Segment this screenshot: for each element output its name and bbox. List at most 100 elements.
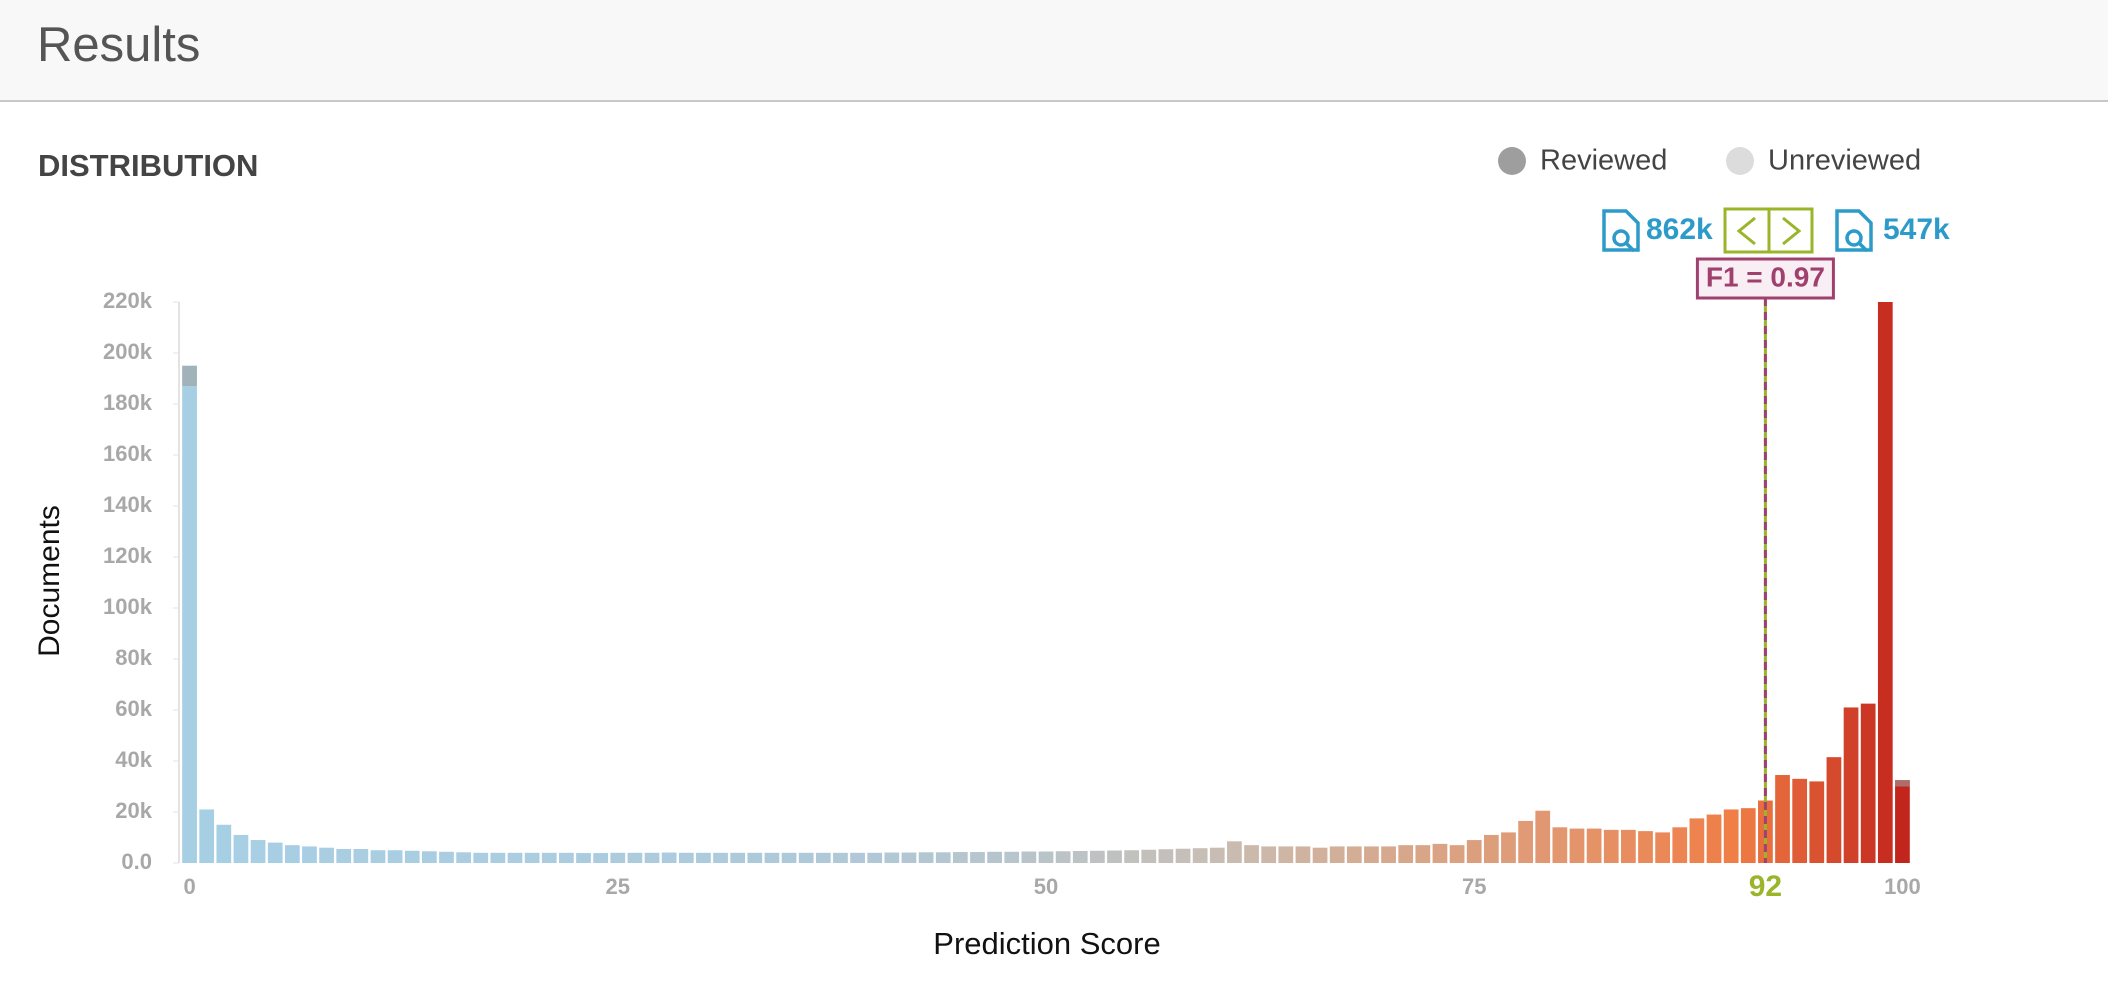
step-right-button[interactable] [1767,207,1814,254]
bar-segment [1312,847,1328,863]
bar-segment [1432,843,1448,863]
bar-segment [1107,850,1122,863]
bar-segment [952,852,968,863]
doc-search-icon[interactable] [1602,209,1640,253]
bar-segment [1021,851,1037,863]
y-tick-label: 120k [103,543,153,568]
bar-segment [610,852,626,863]
bar-segment [1158,849,1174,863]
bar-segment [1672,827,1688,863]
bar-segment [1775,775,1790,863]
bar-segment [1689,818,1705,863]
bar-segment [1723,809,1739,863]
x-axis-label: Prediction Score [933,926,1160,961]
bar-segment [833,852,848,863]
bar-segment [490,852,506,863]
header-bar [0,0,2108,101]
legend-swatch [1498,147,1526,175]
bar-segment [302,846,317,863]
bar-segment [1552,827,1568,863]
reviewed-shade [1895,780,1910,787]
bar-segment [559,852,574,863]
bar-segment [678,852,694,863]
bar-segment [747,852,763,863]
bar-segment [216,824,232,863]
bar-segment [1466,840,1482,863]
doc-outline [1835,209,1873,252]
metric-label: F1 = 0.97 [1706,261,1825,292]
bar-segment [1038,851,1054,863]
bar-segment [1329,846,1345,863]
bar-segment [1449,845,1465,863]
bar-segment [1072,851,1088,863]
bar-segment [696,852,711,863]
bar-segment [1569,828,1585,863]
bar-segment [798,852,814,863]
bar-segment [1706,814,1722,863]
bar-segment [284,845,300,863]
bar-segment [884,852,900,863]
reviewed-shade [182,365,197,387]
bar-segment [1809,781,1825,863]
step-left-button[interactable] [1723,207,1771,254]
bar-segment [541,852,557,863]
legend-swatch [1726,147,1754,175]
threshold-stepper [1723,207,1814,254]
bar-segment [987,851,1002,863]
bar-segment [1192,848,1208,863]
bar-segment [764,852,780,863]
y-tick-label: 220k [103,288,153,313]
bar-segment [1603,829,1619,863]
bar-segment [1141,849,1157,863]
magnifier-handle [1857,241,1869,253]
above-count[interactable]: 547k [1883,213,1950,246]
bar-segment [970,852,985,863]
y-tick-label: 40k [115,747,152,772]
bar-segment [850,852,865,863]
plot: 0.0 20k 40k 60k 80k 100k 120k 140k 160k 180k 200k 2… [103,257,1921,903]
doc-search-icon[interactable] [1835,209,1873,253]
bar-segment [781,852,797,863]
bar-segment [713,852,728,863]
bar-segment [1826,757,1842,863]
bar-segment [576,853,591,863]
bar-segment [404,850,420,863]
bar-segment [233,834,249,863]
bar-segment [1090,850,1105,863]
y-tick-label: 180k [103,390,153,415]
x-tick-label: 100 [1884,874,1921,899]
bar-segment [319,847,334,863]
bar-segment [1124,850,1140,863]
below-count[interactable]: 862k [1646,213,1713,246]
y-tick-label: 60k [115,696,152,721]
bar-segment [644,852,660,863]
bar-segment [353,848,369,863]
bar-segment [867,852,883,863]
bar-segment [1346,846,1362,863]
bar-segment [336,848,352,863]
bar-segment [1175,848,1191,863]
bar-segment [730,852,746,863]
magnifier-handle [1624,241,1636,253]
doc-outline [1602,209,1640,252]
bar-segment [422,851,437,863]
bar-segment [1055,851,1071,863]
bar-segment [1586,828,1602,863]
bar-segment [935,852,951,863]
y-tick-label: 20k [115,798,152,823]
y-tick-label: 100k [103,594,153,619]
y-tick-label: 140k [103,492,153,517]
bar-segment [1244,845,1259,863]
bar-segment [661,852,677,863]
legend-label: Reviewed [1540,145,1667,177]
bar-segment [1535,810,1551,863]
bar-segment [593,853,609,863]
y-tick-label: 80k [115,645,152,670]
bar-segment [1278,846,1294,863]
bar-segment [1860,703,1876,863]
magnifier [1845,229,1863,247]
threshold-label: 92 [1749,870,1782,903]
bar-segment [1483,834,1499,863]
bar-segment [901,852,917,863]
